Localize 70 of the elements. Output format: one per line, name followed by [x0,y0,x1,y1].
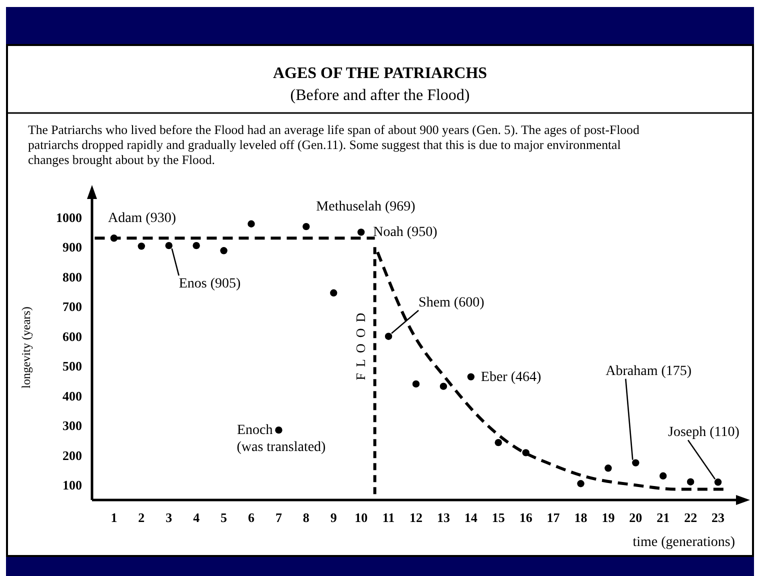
x-tick-label: 1 [110,510,118,525]
point [138,242,146,250]
annotation: Eber (464) [480,370,542,385]
x-tick-label: 10 [354,510,368,525]
point [384,332,392,340]
annotation: Abraham (175) [606,364,692,379]
x-tick-label: 20 [629,510,642,525]
x-tick-label: 3 [166,510,173,525]
x-tick-label: 6 [248,510,256,525]
point [660,472,667,480]
y-tick-label: 1000 [56,210,82,225]
chart-subtitle: (Before and after the Flood) [290,87,470,104]
y-axis-title: longevity (years) [19,306,33,388]
annotation: Enos (905) [178,276,242,292]
x-tick-label: 8 [302,510,310,525]
y-tick-label: 900 [62,240,82,255]
x-tick-label: 15 [492,510,506,525]
x-tick-label: 23 [712,510,726,525]
point [604,464,612,472]
x-tick-label: 5 [220,510,228,525]
x-tick-label: 17 [546,510,560,525]
ref-line-label: FLOOD [352,306,368,380]
point [110,234,118,242]
point [248,220,255,228]
point [330,289,338,296]
point [714,478,722,486]
annotation: Shem (600) [418,295,485,310]
point [577,480,584,488]
annotation: Joseph (110) [668,425,740,440]
point [302,222,310,230]
x-tick-label: 11 [382,510,395,525]
annotation: Enoch (was translated) [236,423,326,456]
x-tick-label: 21 [656,510,670,525]
y-tick-label: 500 [62,358,82,374]
point [357,228,365,236]
y-tick-label: 200 [62,448,82,463]
point [275,426,282,434]
point [165,242,172,250]
point [494,438,502,446]
point [192,242,200,250]
y-tick-label: 300 [62,418,82,434]
x-tick-label: 18 [574,510,588,525]
point [632,459,640,466]
point [686,478,694,486]
x-tick-label: 9 [330,510,338,525]
y-tick-label: 800 [62,269,82,284]
x-tick-label: 2 [138,510,145,525]
point [220,247,228,254]
x-tick-label: 4 [193,510,200,525]
point [522,449,530,456]
annotation: Methuselah (969) [316,200,416,215]
point [467,373,475,380]
y-tick-label: 600 [62,328,82,344]
x-tick-label: 7 [275,510,282,525]
text: The Patriarchs who lived before the Flood had an average life span of about 900 years (Gen. 5). The ages of post-Flood patriarchs dropped rapidly and gradually leveled off (Gen.11). Some suggest that this is due to major environmental changes brought about by the Flood. [28,123,640,167]
x-tick-label: 14 [464,510,478,525]
chart-title: AGES OF THE PATRIARCHS [272,65,488,82]
x-tick-label: 12 [410,510,422,525]
point [412,380,420,388]
point [440,382,448,390]
x-tick-label: 19 [602,510,616,525]
x-tick-label: 22 [684,510,698,525]
annotation: Adam (930) [108,211,176,226]
y-tick-label: 400 [62,388,82,404]
x-tick-label: 16 [519,510,533,525]
x-tick-label: 13 [436,510,450,525]
y-tick-label: 100 [62,478,82,493]
x-axis-title: time (generations) [632,535,736,550]
annotation: Noah (950) [373,225,438,240]
y-tick-label: 700 [62,299,82,314]
